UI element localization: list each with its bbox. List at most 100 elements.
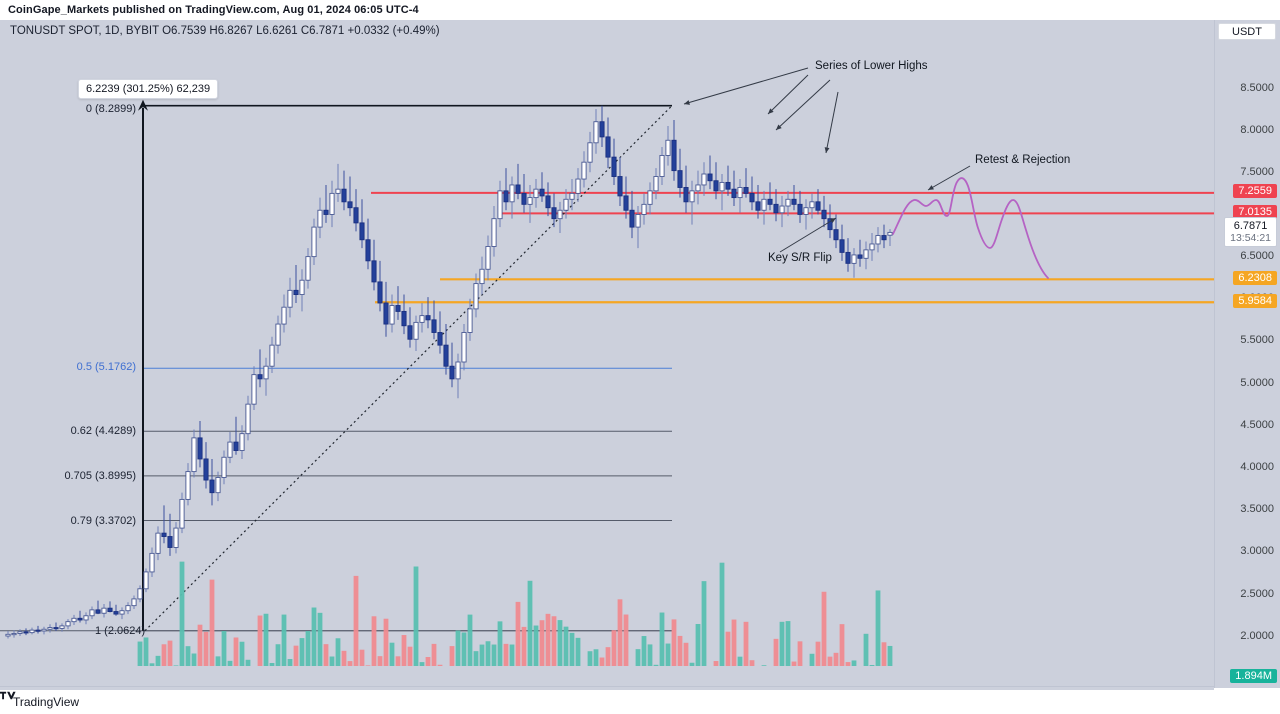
candle: [599, 105, 605, 148]
candle: [17, 629, 23, 636]
candle: [863, 241, 869, 270]
candle: [569, 179, 575, 211]
price-tag-support[interactable]: 6.2308: [1233, 271, 1277, 285]
candle: [749, 176, 755, 211]
candle: [269, 336, 275, 373]
candle: [5, 630, 11, 639]
currency-badge[interactable]: USDT: [1218, 23, 1276, 40]
candle: [545, 182, 551, 217]
candle: [95, 600, 101, 615]
candle: [65, 619, 71, 630]
price-tick: 2.0000: [1240, 630, 1274, 642]
candle: [767, 182, 773, 211]
chart-legend[interactable]: TONUSDT SPOT, 1D, BYBIT O6.7539 H6.8267 …: [10, 25, 440, 37]
candle: [341, 170, 347, 211]
candle: [23, 628, 29, 636]
price-tick: 2.5000: [1240, 588, 1274, 600]
candle: [449, 342, 455, 388]
candle: [299, 269, 305, 312]
candle: [389, 294, 395, 333]
candle: [281, 294, 287, 333]
price-tag-resistance[interactable]: 7.0135: [1233, 205, 1277, 219]
candle: [173, 522, 179, 554]
candle: [47, 624, 53, 633]
fib-measure-tooltip: 6.2239 (301.25%) 62,239: [78, 79, 219, 99]
candle: [233, 416, 239, 455]
candle: [221, 450, 227, 485]
price-tick: 5.0000: [1240, 377, 1274, 389]
candle: [401, 294, 407, 335]
candle: [305, 248, 311, 289]
candle: [203, 442, 209, 489]
candle: [551, 193, 557, 228]
candle: [425, 297, 431, 329]
candle: [503, 168, 509, 211]
candle: [131, 595, 137, 610]
price-tick: 4.0000: [1240, 461, 1274, 473]
candle: [251, 366, 257, 411]
candle: [521, 173, 527, 213]
candle: [353, 189, 359, 232]
candle: [713, 162, 719, 200]
fib-label-0.79: 0.79 (3.3702): [70, 515, 136, 527]
candle: [395, 286, 401, 320]
candlestick-series: [5, 105, 893, 639]
candle: [785, 190, 791, 217]
candle: [629, 190, 635, 239]
candle: [845, 238, 851, 272]
candle: [791, 184, 797, 211]
candle: [653, 168, 659, 200]
candle: [167, 513, 173, 556]
candle: [539, 172, 545, 202]
chart-panel[interactable]: 0 (8.2899) 0.5 (5.1762) 0.62 (4.4289) 0.705…: [0, 20, 1280, 710]
candle: [683, 165, 689, 213]
price-axis[interactable]: USDT 8.50008.00007.50007.00006.50006.000…: [1214, 20, 1280, 688]
price-tick: 7.5000: [1240, 166, 1274, 178]
candle: [593, 109, 599, 154]
candle: [311, 218, 317, 266]
candle: [527, 184, 533, 223]
candle: [293, 265, 299, 303]
candle: [263, 357, 269, 396]
candle: [665, 125, 671, 166]
candle: [287, 277, 293, 318]
candle: [617, 157, 623, 207]
candle: [839, 224, 845, 261]
candle: [347, 176, 353, 217]
candle: [581, 151, 587, 188]
candle: [143, 568, 149, 593]
candle: [461, 324, 467, 371]
candle: [659, 147, 665, 185]
price-tick: 6.5000: [1240, 250, 1274, 262]
projection-path: [892, 177, 1049, 279]
candle: [365, 218, 371, 270]
candle: [875, 227, 881, 253]
candle: [809, 193, 815, 219]
candle: [485, 235, 491, 281]
candle: [275, 315, 281, 354]
candle: [737, 179, 743, 213]
candle: [443, 324, 449, 375]
candle: [53, 622, 59, 631]
chart-canvas: [0, 67, 1214, 666]
candle: [473, 273, 479, 318]
candle: [11, 630, 17, 638]
candle: [125, 602, 131, 615]
price-plot-area[interactable]: 0 (8.2899) 0.5 (5.1762) 0.62 (4.4289) 0.705…: [0, 20, 1214, 666]
price-tag-volume[interactable]: 1.894M: [1230, 669, 1277, 683]
price-tag-resistance[interactable]: 7.2559: [1233, 184, 1277, 198]
candle: [155, 526, 161, 561]
candle: [359, 199, 365, 249]
price-tag-support[interactable]: 5.9584: [1233, 294, 1277, 308]
candle: [137, 585, 143, 603]
candle: [383, 281, 389, 337]
candle: [743, 168, 749, 198]
price-tag-last-price[interactable]: 6.7871 13:54:21: [1224, 217, 1277, 247]
candle: [575, 168, 581, 202]
candle: [761, 190, 767, 225]
volume-histogram: [137, 561, 893, 666]
candle: [191, 429, 197, 478]
fib-label-0.5: 0.5 (5.1762): [76, 361, 136, 373]
candle: [707, 155, 713, 190]
